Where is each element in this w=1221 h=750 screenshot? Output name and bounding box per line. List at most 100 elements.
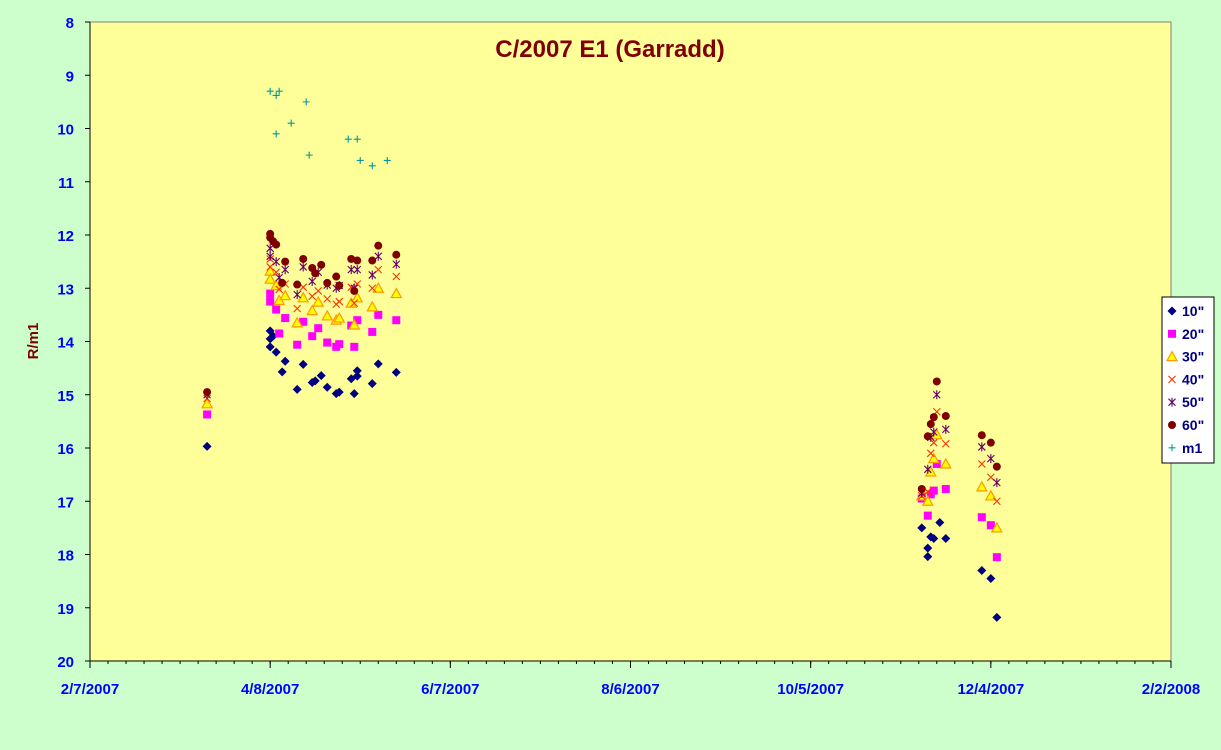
x-tick-label: 6/7/2007 <box>421 681 479 698</box>
data-point-30 <box>201 397 214 409</box>
data-point-50 <box>941 424 950 434</box>
data-point-50 <box>368 270 377 280</box>
data-point-60 <box>926 420 935 429</box>
data-point-40 <box>293 304 302 313</box>
y-tick-label: 8 <box>66 15 74 32</box>
data-point-60 <box>272 240 281 249</box>
data-point-50 <box>293 290 302 300</box>
y-tick-label: 11 <box>58 175 74 192</box>
data-point-40 <box>392 272 401 281</box>
y-tick-label: 17 <box>57 494 74 511</box>
data-point-20 <box>335 340 344 349</box>
data-point-10 <box>352 371 362 381</box>
data-point-60 <box>203 388 212 397</box>
data-point-40 <box>323 295 332 303</box>
data-point-20 <box>203 410 212 419</box>
data-point-60 <box>278 278 287 287</box>
data-point-20 <box>350 342 359 351</box>
legend-label-10: 10" <box>1182 303 1204 319</box>
data-point-30 <box>279 289 292 301</box>
legend-marker-50 <box>1168 397 1176 407</box>
data-point-20 <box>266 297 275 306</box>
data-point-50 <box>986 454 995 464</box>
series-10 <box>202 326 1002 622</box>
legend-entry-10: 10" <box>1167 303 1204 319</box>
legend-label-20: 20" <box>1182 326 1204 342</box>
data-point-10 <box>977 565 987 575</box>
data-point-m1 <box>275 87 283 95</box>
data-point-40 <box>977 460 986 468</box>
legend-entry-50: 50" <box>1168 394 1204 410</box>
data-point-60 <box>281 257 290 266</box>
data-point-50 <box>923 464 932 474</box>
data-point-10 <box>935 518 945 528</box>
legend-label-m1: m1 <box>1182 440 1202 456</box>
data-point-20 <box>368 327 377 336</box>
data-point-40 <box>992 497 1001 506</box>
data-point-50 <box>281 265 290 275</box>
y-tick-label: 10 <box>57 122 74 139</box>
data-point-60 <box>350 286 359 295</box>
data-point-30 <box>975 480 988 492</box>
data-point-10 <box>391 367 401 377</box>
data-point-50 <box>977 442 986 452</box>
data-point-20 <box>353 316 362 325</box>
data-point-50 <box>374 251 383 261</box>
data-point-20 <box>275 329 284 338</box>
data-point-m1 <box>302 98 310 106</box>
x-tick-label: 10/5/2007 <box>777 681 844 698</box>
x-tick-label: 2/2/2008 <box>1142 681 1200 698</box>
data-point-m1 <box>356 156 364 164</box>
data-point-10 <box>277 367 287 377</box>
data-point-20 <box>314 324 323 333</box>
data-point-20 <box>992 553 1001 562</box>
data-point-30 <box>372 282 385 293</box>
data-point-60 <box>293 280 302 289</box>
data-point-60 <box>941 412 950 421</box>
data-point-10 <box>202 441 212 451</box>
data-point-60 <box>374 241 383 250</box>
data-point-10 <box>271 347 281 357</box>
data-point-50 <box>929 427 938 437</box>
ticks-layer: 8 9 10 11 12 13 14 15 16 17 18 19 20 2/7/2007 4/8/2007… <box>57 15 1200 698</box>
y-tick-label: 13 <box>57 281 74 298</box>
series-m1 <box>266 87 391 170</box>
data-point-10 <box>923 552 933 562</box>
data-point-10 <box>352 366 362 376</box>
data-point-20 <box>293 340 302 349</box>
data-point-20 <box>986 521 995 530</box>
data-point-40 <box>926 449 935 458</box>
data-point-30 <box>291 316 304 328</box>
data-point-10 <box>265 342 275 352</box>
legend-marker-30 <box>1165 350 1179 362</box>
data-point-60 <box>392 250 401 259</box>
data-point-m1 <box>287 119 295 127</box>
data-point-m1 <box>272 130 280 138</box>
legend-label-40: 40" <box>1182 371 1204 387</box>
data-point-20 <box>923 511 932 520</box>
data-point-20 <box>932 459 941 468</box>
data-point-20 <box>374 310 383 319</box>
data-point-30 <box>297 291 310 303</box>
x-tick-label: 2/7/2007 <box>61 681 119 698</box>
y-tick-label: 12 <box>57 228 74 245</box>
legend-entry-20: 20" <box>1168 326 1204 342</box>
data-point-20 <box>323 338 332 347</box>
data-point-m1 <box>305 151 313 159</box>
data-point-50 <box>299 262 308 272</box>
data-point-m1 <box>344 135 352 143</box>
y-tick-label: 15 <box>57 388 74 405</box>
data-point-60 <box>323 278 332 287</box>
data-point-m1 <box>353 135 361 143</box>
legend-entry-30: 30" <box>1165 349 1204 365</box>
data-point-30 <box>984 489 997 501</box>
y-tick-label: 19 <box>57 601 74 618</box>
y-tick-label: 14 <box>57 335 74 352</box>
data-point-20 <box>308 332 317 341</box>
data-point-20 <box>266 289 275 298</box>
data-point-30 <box>366 300 379 312</box>
data-point-60 <box>368 256 377 265</box>
data-point-10 <box>929 534 939 544</box>
legend-marker-40 <box>1168 375 1176 384</box>
